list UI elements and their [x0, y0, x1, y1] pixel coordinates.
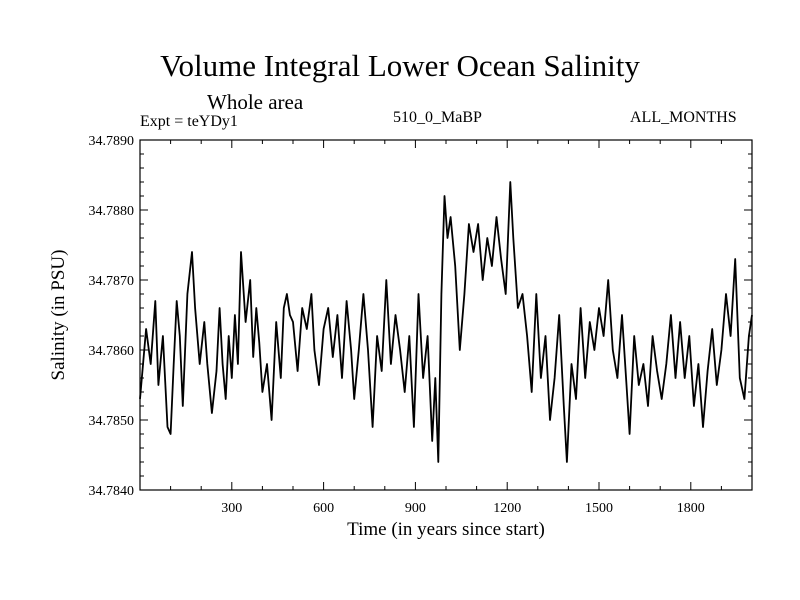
chart-title: Volume Integral Lower Ocean Salinity — [160, 48, 640, 83]
experiment-label: Expt = teYDy1 — [140, 113, 238, 130]
x-tick-label: 1200 — [493, 501, 521, 516]
y-axis-label: Salinity (in PSU) — [48, 250, 69, 381]
chart-subtitle: Whole area — [207, 90, 304, 114]
x-tick-label: 300 — [221, 501, 242, 516]
axis-tick-labels: 300 600 900 1200 1500 1800 34.7840 34.7850 34.78… — [89, 134, 705, 516]
months-label: ALL_MONTHS — [630, 109, 737, 126]
y-tick-label: 34.7840 — [89, 484, 135, 499]
y-tick-label: 34.7870 — [89, 274, 135, 289]
plot-frame — [139, 139, 753, 491]
x-axis-label: Time (in years since start) — [347, 519, 545, 540]
x-tick-label: 1500 — [585, 501, 613, 516]
y-tick-label: 34.7880 — [89, 204, 135, 219]
x-tick-label: 900 — [405, 501, 426, 516]
axis-ticks — [140, 139, 752, 491]
x-tick-label: 1800 — [677, 501, 705, 516]
salinity-series-line — [139, 181, 753, 463]
run-label: 510_0_MaBP — [393, 109, 482, 126]
y-tick-label: 34.7890 — [89, 134, 135, 149]
x-tick-label: 600 — [313, 501, 334, 516]
y-tick-label: 34.7860 — [89, 344, 135, 359]
y-tick-label: 34.7850 — [89, 414, 135, 429]
